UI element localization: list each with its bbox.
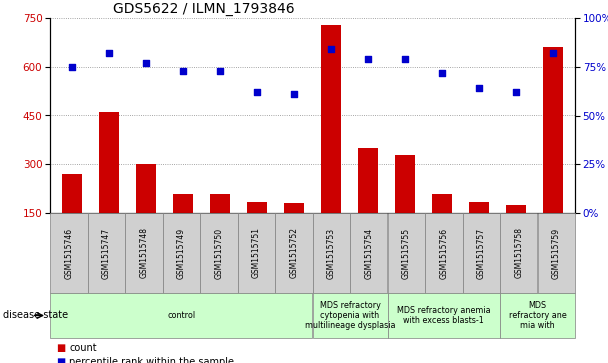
Bar	[321, 24, 341, 213]
Bar	[136, 164, 156, 213]
Text: GSM1515747: GSM1515747	[102, 228, 111, 278]
Text: GDS5622 / ILMN_1793846: GDS5622 / ILMN_1793846	[113, 1, 295, 16]
Bar	[506, 205, 526, 213]
Bar	[284, 203, 304, 213]
Point	[400, 56, 410, 62]
Text: GSM1515758: GSM1515758	[514, 228, 523, 278]
Point	[178, 68, 188, 74]
Point	[548, 50, 558, 56]
Bar	[395, 155, 415, 213]
Text: GSM1515749: GSM1515749	[177, 228, 186, 278]
Text: GSM1515756: GSM1515756	[439, 228, 448, 278]
Text: control: control	[167, 311, 195, 320]
Text: percentile rank within the sample: percentile rank within the sample	[69, 357, 235, 363]
Point	[289, 91, 299, 97]
Point	[326, 46, 336, 52]
Bar	[543, 47, 563, 213]
Bar	[358, 148, 378, 213]
Point	[67, 64, 77, 70]
Text: disease state: disease state	[3, 310, 68, 321]
Text: GSM1515750: GSM1515750	[214, 228, 223, 278]
Text: MDS
refractory ane
mia with: MDS refractory ane mia with	[509, 301, 567, 330]
Bar	[210, 193, 230, 213]
Text: GSM1515759: GSM1515759	[551, 228, 561, 278]
Text: GSM1515752: GSM1515752	[289, 228, 299, 278]
Text: MDS refractory
cytopenia with
multilineage dysplasia: MDS refractory cytopenia with multilinea…	[305, 301, 395, 330]
Text: GSM1515748: GSM1515748	[139, 228, 148, 278]
Text: GSM1515757: GSM1515757	[477, 228, 486, 278]
Point	[141, 60, 151, 66]
Point	[437, 70, 447, 76]
Text: MDS refractory anemia
with excess blasts-1: MDS refractory anemia with excess blasts…	[397, 306, 491, 325]
Text: GSM1515755: GSM1515755	[402, 228, 411, 278]
Text: GSM1515746: GSM1515746	[64, 228, 73, 278]
Text: ■: ■	[56, 357, 65, 363]
Point	[511, 89, 520, 95]
Bar	[432, 193, 452, 213]
Bar	[469, 201, 489, 213]
Bar	[173, 193, 193, 213]
Point	[474, 85, 484, 91]
Text: GSM1515751: GSM1515751	[252, 228, 261, 278]
Point	[363, 56, 373, 62]
Text: ■: ■	[56, 343, 65, 353]
Bar	[99, 112, 119, 213]
Text: GSM1515753: GSM1515753	[326, 228, 336, 278]
Bar	[62, 174, 82, 213]
Point	[105, 50, 114, 56]
Text: GSM1515754: GSM1515754	[364, 228, 373, 278]
Text: count: count	[69, 343, 97, 353]
Point	[215, 68, 225, 74]
Bar	[247, 201, 267, 213]
Point	[252, 89, 262, 95]
